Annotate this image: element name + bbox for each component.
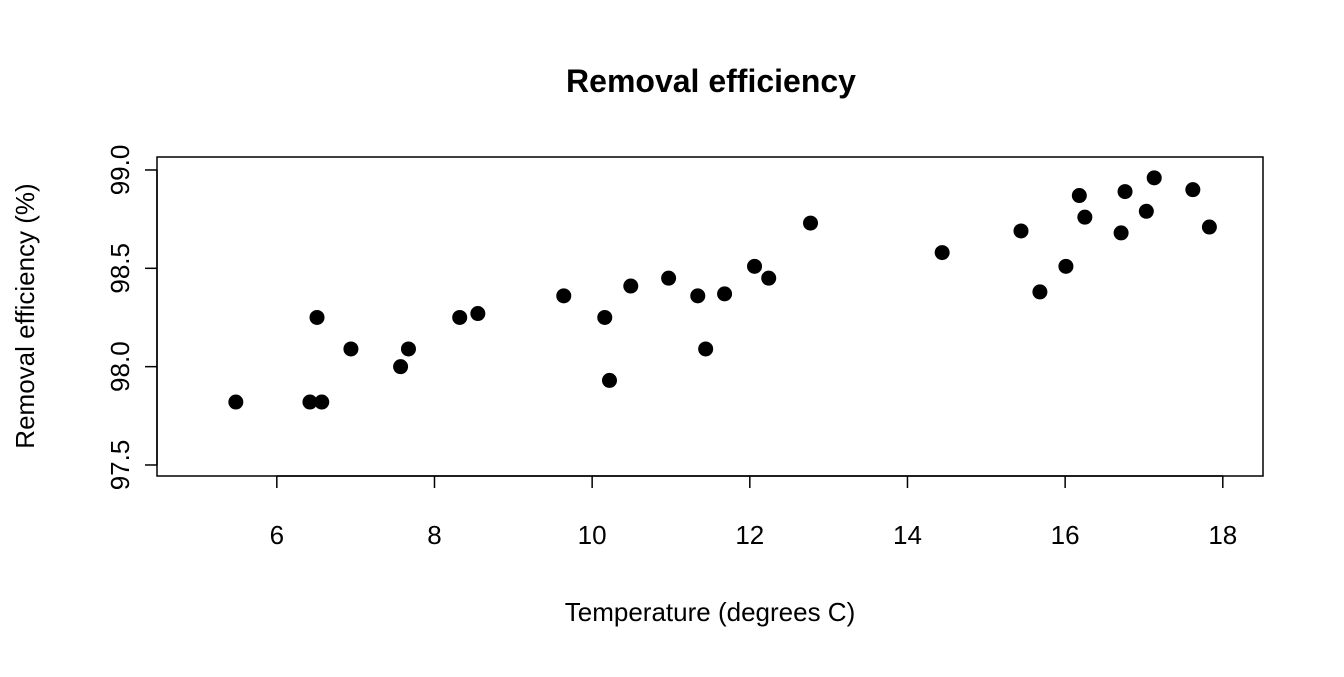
data-point bbox=[1058, 258, 1074, 274]
y-axis: 97.5 98.0 98.5 99.0 bbox=[105, 145, 158, 491]
data-point bbox=[309, 309, 325, 325]
data-point bbox=[747, 258, 763, 274]
data-point bbox=[228, 394, 244, 410]
data-point bbox=[601, 372, 617, 388]
data-point bbox=[1071, 188, 1087, 204]
data-point bbox=[717, 286, 733, 302]
data-point bbox=[1013, 223, 1029, 239]
data-point bbox=[623, 278, 639, 294]
x-tick-label: 10 bbox=[578, 520, 607, 550]
data-point bbox=[1113, 225, 1129, 241]
data-point bbox=[1146, 170, 1162, 186]
data-point bbox=[400, 341, 416, 357]
data-point bbox=[556, 288, 572, 304]
x-tick-label: 6 bbox=[270, 520, 284, 550]
data-point bbox=[343, 341, 359, 357]
data-point bbox=[1201, 219, 1217, 235]
data-points bbox=[228, 170, 1217, 410]
x-axis-label: Temperature (degrees C) bbox=[565, 597, 855, 627]
data-point bbox=[470, 306, 486, 322]
y-tick-label: 98.5 bbox=[105, 243, 135, 294]
data-point bbox=[1077, 209, 1093, 225]
data-point bbox=[934, 245, 950, 261]
data-point bbox=[1138, 203, 1154, 219]
data-point bbox=[761, 270, 777, 286]
data-point bbox=[661, 270, 677, 286]
data-point bbox=[597, 309, 613, 325]
x-tick-label: 12 bbox=[735, 520, 764, 550]
chart-title: Removal efficiency bbox=[566, 63, 856, 99]
data-point bbox=[1117, 184, 1133, 200]
y-axis-label: Removal efficiency (%) bbox=[10, 183, 40, 448]
x-tick-label: 18 bbox=[1208, 520, 1237, 550]
data-point bbox=[690, 288, 706, 304]
x-axis: 6 8 10 12 14 16 18 bbox=[270, 475, 1237, 550]
data-point bbox=[698, 341, 714, 357]
y-tick-label: 98.0 bbox=[105, 341, 135, 392]
x-tick-label: 14 bbox=[893, 520, 922, 550]
data-point bbox=[314, 394, 330, 410]
x-tick-label: 16 bbox=[1051, 520, 1080, 550]
data-point bbox=[803, 215, 819, 231]
y-tick-label: 97.5 bbox=[105, 440, 135, 491]
data-point bbox=[1032, 284, 1048, 300]
y-tick-label: 99.0 bbox=[105, 145, 135, 196]
data-point bbox=[393, 359, 409, 375]
x-tick-label: 8 bbox=[427, 520, 441, 550]
data-point bbox=[452, 309, 468, 325]
data-point bbox=[1185, 182, 1201, 198]
data-point bbox=[302, 394, 318, 410]
